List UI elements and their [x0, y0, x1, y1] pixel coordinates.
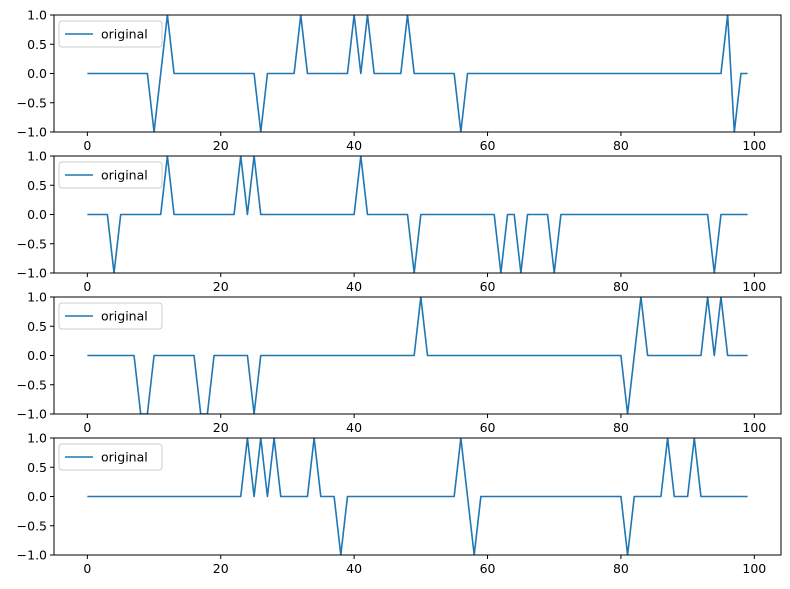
x-tick-label: 0 — [83, 279, 91, 294]
x-tick-label: 60 — [480, 420, 496, 435]
y-tick-label: 0.0 — [27, 207, 47, 222]
legend-label: original — [101, 309, 148, 324]
x-tick-label: 100 — [742, 138, 766, 153]
x-tick-label: 20 — [213, 279, 229, 294]
x-tick-label: 100 — [742, 279, 766, 294]
x-tick-label: 20 — [213, 561, 229, 576]
y-tick-label: 0.5 — [27, 178, 47, 193]
y-tick-label: −1.0 — [17, 407, 47, 422]
x-tick-label: 100 — [742, 561, 766, 576]
legend-box — [58, 20, 163, 48]
y-tick-label: −0.5 — [17, 518, 47, 533]
series-line-1 — [87, 15, 748, 132]
y-tick-label: 0.0 — [27, 489, 47, 504]
subplot-4: 0 20 40 60 80 100 −1.0 −0.5 0.0 0.5 1.0 original — [17, 431, 782, 576]
y-tick-label: 1.0 — [27, 149, 47, 164]
x-tick-label: 0 — [83, 138, 91, 153]
y-tick-label: 1.0 — [27, 431, 47, 446]
x-tick-label: 80 — [613, 279, 629, 294]
legend-label: original — [101, 450, 148, 465]
y-tick-label: −1.0 — [17, 548, 47, 563]
legend-box — [58, 443, 163, 471]
series-line-1 — [87, 438, 748, 555]
x-tick-label: 80 — [613, 138, 629, 153]
legend-box — [58, 161, 163, 189]
legend: original — [58, 302, 163, 330]
subplot-1: 0 20 40 60 80 100 −1.0 −0.5 0.0 0.5 1.0 original — [17, 8, 782, 153]
y-tick-label: 0.5 — [27, 37, 47, 52]
y-tick-label: 1.0 — [27, 290, 47, 305]
legend: original — [58, 161, 163, 189]
y-tick-label: 0.5 — [27, 460, 47, 475]
x-tick-label: 60 — [480, 138, 496, 153]
legend-label: original — [101, 27, 148, 42]
y-tick-label: 1.0 — [27, 8, 47, 23]
x-tick-label: 40 — [346, 420, 362, 435]
x-tick-label: 80 — [613, 420, 629, 435]
y-tick-label: −1.0 — [17, 125, 47, 140]
x-tick-label: 80 — [613, 561, 629, 576]
subplot-3: 0 20 40 60 80 100 −1.0 −0.5 0.0 0.5 1.0 original — [17, 290, 782, 435]
legend-box — [58, 302, 163, 330]
legend-label: original — [101, 168, 148, 183]
y-tick-label: 0.0 — [27, 66, 47, 81]
x-tick-label: 0 — [83, 420, 91, 435]
x-tick-label: 20 — [213, 138, 229, 153]
x-tick-label: 40 — [346, 279, 362, 294]
series-line-1 — [87, 156, 748, 273]
y-tick-label: −0.5 — [17, 236, 47, 251]
x-tick-label: 60 — [480, 561, 496, 576]
y-tick-label: 0.0 — [27, 348, 47, 363]
legend: original — [58, 20, 163, 48]
y-tick-label: −0.5 — [17, 377, 47, 392]
series-line-1 — [87, 297, 748, 414]
legend: original — [58, 443, 163, 471]
x-tick-label: 20 — [213, 420, 229, 435]
y-tick-label: −1.0 — [17, 266, 47, 281]
subplot-2: 0 20 40 60 80 100 −1.0 −0.5 0.0 0.5 1.0 original — [17, 149, 782, 294]
x-tick-label: 40 — [346, 561, 362, 576]
x-tick-label: 0 — [83, 561, 91, 576]
x-tick-label: 40 — [346, 138, 362, 153]
x-tick-label: 100 — [742, 420, 766, 435]
y-tick-label: 0.5 — [27, 319, 47, 334]
x-tick-label: 60 — [480, 279, 496, 294]
y-tick-label: −0.5 — [17, 95, 47, 110]
